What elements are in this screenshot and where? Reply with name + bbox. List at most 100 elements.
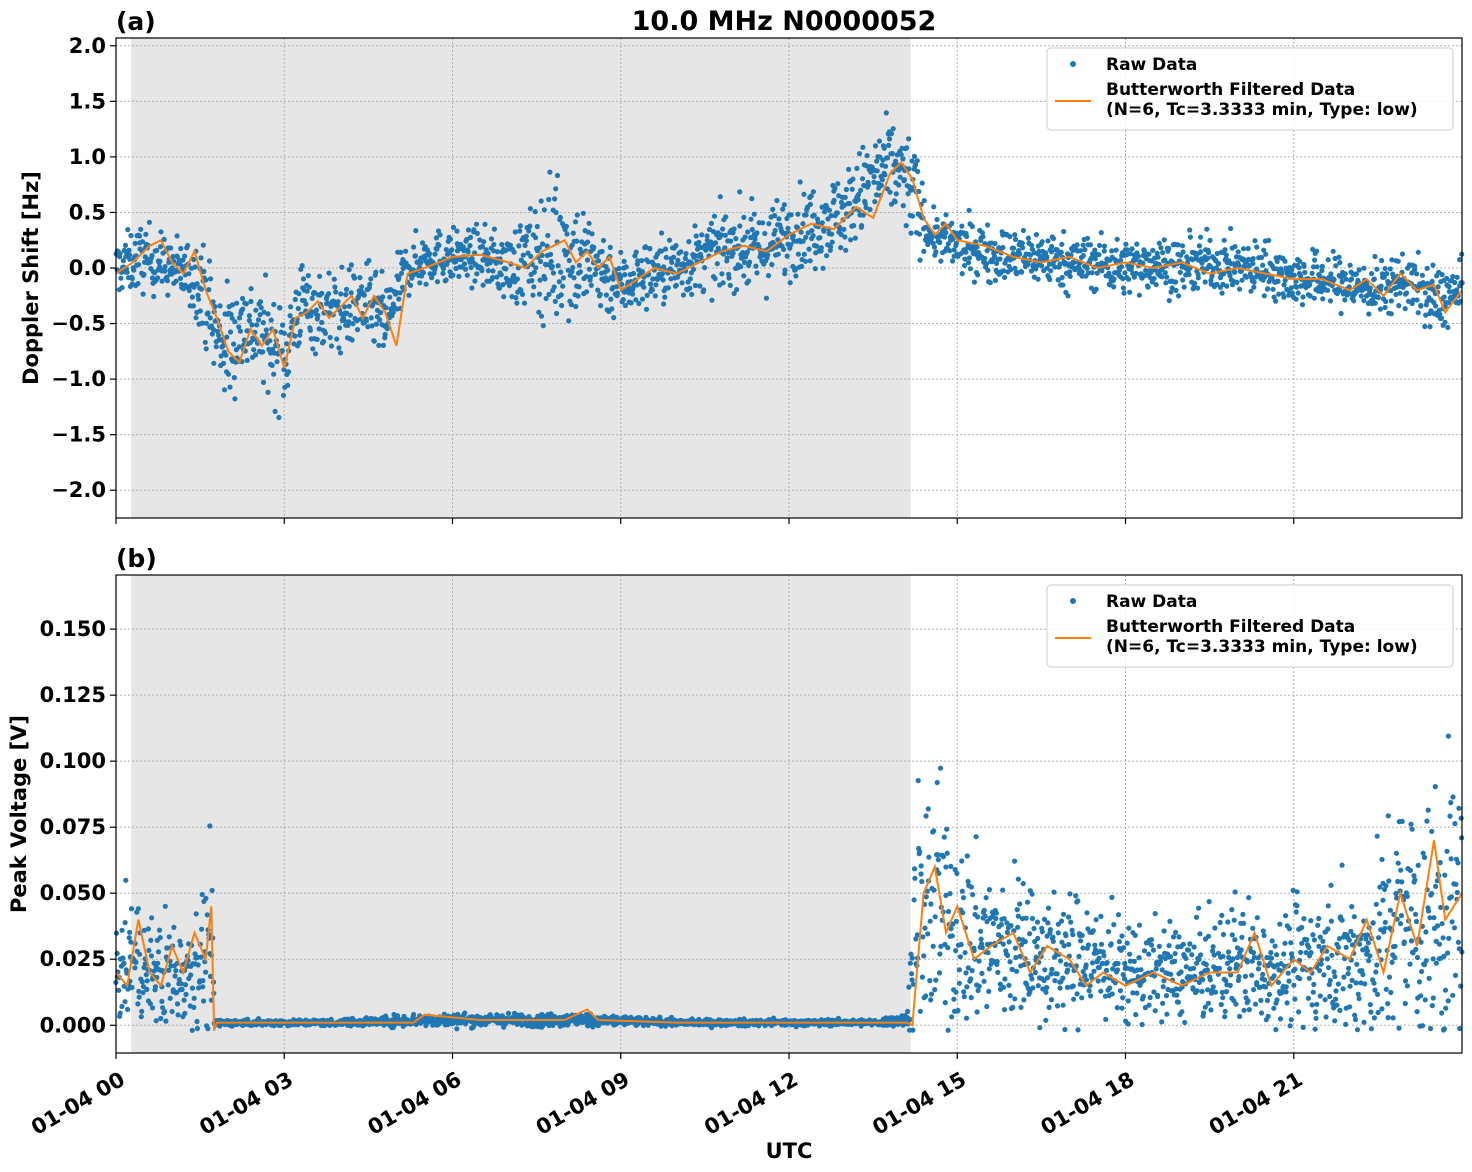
raw-data-point [746, 278, 752, 284]
raw-data-point [528, 253, 534, 259]
raw-data-point [568, 302, 575, 308]
raw-data-point [1024, 982, 1030, 988]
raw-data-point [702, 265, 708, 271]
raw-data-point [1153, 966, 1159, 972]
raw-data-point [432, 251, 438, 257]
raw-data-point [584, 257, 591, 263]
raw-data-point [728, 238, 734, 244]
raw-data-point [1284, 1000, 1290, 1006]
raw-data-point [1342, 271, 1348, 277]
raw-data-point [342, 304, 348, 310]
raw-data-point [1029, 891, 1035, 897]
raw-data-point [1227, 273, 1233, 279]
raw-data-point [333, 289, 339, 295]
raw-data-point [1233, 965, 1239, 972]
raw-data-point [128, 233, 134, 239]
raw-data-point [1219, 989, 1225, 996]
raw-data-point [376, 342, 382, 348]
raw-data-point [661, 301, 667, 307]
raw-data-point [285, 382, 291, 388]
raw-data-point [533, 235, 539, 241]
raw-data-point [555, 263, 561, 269]
raw-data-point [151, 293, 157, 300]
y-tick-label: −2.0 [51, 478, 106, 502]
raw-data-point [120, 955, 126, 961]
raw-data-point [1152, 1008, 1158, 1014]
raw-data-point [995, 969, 1001, 976]
raw-data-point [449, 247, 455, 253]
raw-data-point [1239, 934, 1245, 940]
raw-data-point [1032, 969, 1038, 976]
raw-data-point [155, 960, 161, 966]
raw-data-point [228, 311, 234, 317]
raw-data-point [1001, 268, 1007, 274]
raw-data-point [378, 310, 384, 316]
raw-data-point [1017, 953, 1023, 959]
raw-data-point [998, 922, 1004, 928]
raw-data-point [669, 259, 675, 265]
raw-data-point [1104, 960, 1110, 966]
raw-data-point [566, 318, 572, 324]
raw-data-point [1328, 271, 1334, 277]
raw-data-point [829, 231, 835, 237]
raw-data-point [227, 384, 233, 390]
raw-data-point [649, 287, 655, 293]
raw-data-point [1083, 962, 1089, 968]
raw-data-point [1273, 298, 1279, 304]
raw-data-point [599, 248, 605, 255]
raw-data-point [120, 258, 126, 264]
raw-data-point [699, 232, 705, 238]
raw-data-point [585, 239, 591, 245]
raw-data-point [1202, 1004, 1208, 1010]
raw-data-point [898, 152, 904, 158]
raw-data-point [570, 230, 576, 236]
raw-data-point [976, 983, 982, 989]
raw-data-point [1234, 954, 1241, 961]
raw-data-point [1298, 949, 1304, 955]
raw-data-point [652, 293, 658, 299]
raw-data-point [872, 143, 879, 149]
raw-data-point [317, 273, 323, 279]
raw-data-point [178, 245, 184, 252]
raw-data-point [855, 192, 862, 198]
raw-data-point [229, 315, 235, 321]
raw-data-point [945, 945, 951, 951]
raw-data-point [516, 243, 522, 249]
raw-data-point [618, 274, 624, 280]
raw-data-point [236, 324, 242, 330]
raw-data-point [198, 286, 204, 292]
raw-data-point [201, 998, 207, 1004]
raw-data-point [396, 274, 402, 280]
raw-data-point [231, 375, 237, 381]
raw-data-point [274, 359, 280, 365]
raw-data-point [1254, 244, 1260, 250]
raw-data-point [951, 996, 957, 1002]
raw-data-point [161, 236, 167, 242]
raw-data-point [1002, 274, 1008, 280]
raw-data-point [879, 177, 886, 183]
raw-data-point [1452, 279, 1458, 286]
raw-data-point [117, 1010, 123, 1016]
raw-data-point [240, 306, 246, 312]
raw-data-point [1018, 942, 1025, 948]
raw-data-point [906, 984, 912, 990]
raw-data-point [1058, 249, 1064, 255]
panel-a-label: (a) [116, 7, 156, 36]
raw-data-point [831, 197, 837, 203]
raw-data-point [931, 887, 937, 893]
raw-data-point [643, 244, 649, 250]
raw-data-point [1287, 1023, 1293, 1029]
raw-data-point [1130, 990, 1136, 996]
raw-data-point [1389, 257, 1395, 263]
raw-data-point [628, 300, 634, 306]
raw-data-point [1438, 315, 1445, 321]
raw-data-point [207, 973, 214, 980]
raw-data-point [1311, 981, 1317, 988]
raw-data-point [986, 887, 993, 893]
raw-data-point [1060, 1002, 1066, 1008]
raw-data-point [532, 209, 538, 215]
raw-data-point [1107, 985, 1113, 991]
raw-data-point [450, 224, 457, 230]
raw-data-point [1168, 971, 1174, 977]
raw-data-point [1292, 966, 1298, 972]
